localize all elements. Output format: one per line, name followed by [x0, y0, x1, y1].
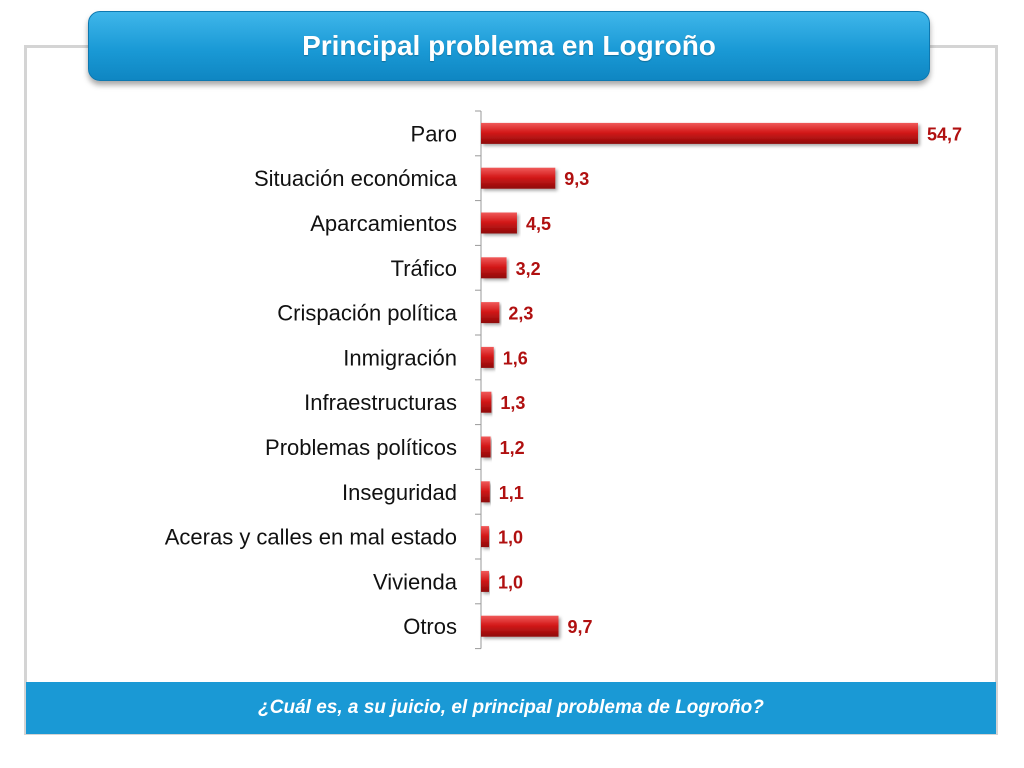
category-label: Crispación política [277, 301, 458, 326]
value-label: 4,5 [526, 214, 551, 234]
value-label: 9,3 [564, 169, 589, 189]
bar [481, 346, 494, 368]
value-label: 9,7 [567, 617, 592, 637]
value-label: 1,1 [499, 483, 524, 503]
value-label: 1,6 [503, 348, 528, 368]
value-label: 1,3 [500, 393, 525, 413]
category-label: Infraestructuras [304, 390, 457, 415]
value-label: 1,2 [500, 438, 525, 458]
bar [481, 526, 489, 548]
value-label: 2,3 [508, 304, 533, 324]
bar [481, 481, 490, 503]
bar [481, 302, 500, 324]
bar [481, 167, 556, 189]
category-label: Tráfico [391, 256, 457, 281]
category-label: Situación económica [254, 166, 458, 191]
bar [481, 122, 918, 144]
bar [481, 212, 517, 234]
bar [481, 615, 559, 637]
category-label: Vivienda [373, 569, 458, 594]
value-label: 1,0 [498, 572, 523, 592]
survey-question: ¿Cuál es, a su juicio, el principal prob… [258, 697, 764, 718]
category-label: Problemas políticos [265, 435, 457, 460]
category-label: Inseguridad [342, 480, 457, 505]
value-label: 3,2 [516, 259, 541, 279]
bar [481, 391, 492, 413]
title-banner: Principal problema en Logroño [88, 11, 930, 81]
question-footer: ¿Cuál es, a su juicio, el principal prob… [26, 682, 996, 734]
bar [481, 436, 491, 458]
chart-title: Principal problema en Logroño [302, 30, 716, 61]
value-label: 54,7 [927, 124, 962, 144]
bar [481, 257, 507, 279]
value-label: 1,0 [498, 528, 523, 548]
category-label: Inmigración [343, 345, 457, 370]
category-label: Otros [403, 614, 457, 639]
category-label: Paro [411, 121, 457, 146]
category-label: Aceras y calles en mal estado [165, 525, 457, 550]
category-label: Aparcamientos [310, 211, 457, 236]
bar [481, 570, 489, 592]
